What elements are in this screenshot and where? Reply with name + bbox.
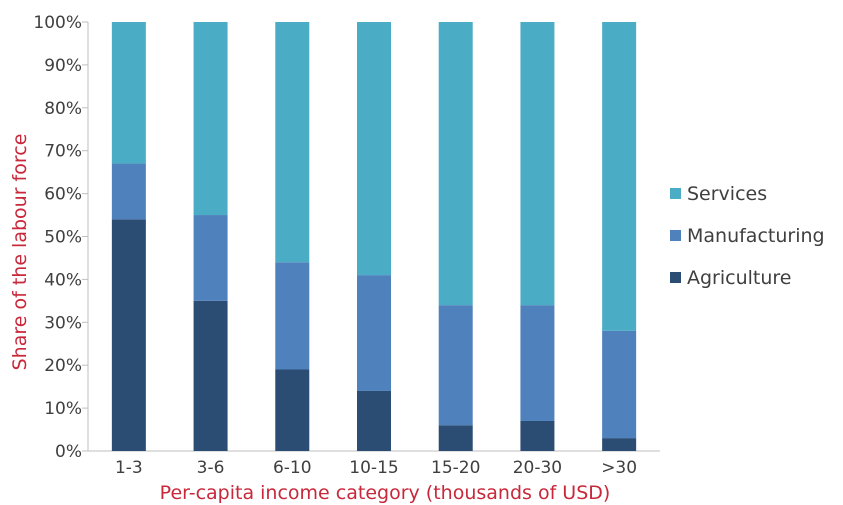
bar-agriculture-4 [357, 390, 391, 451]
bar-manufacturing-5 [438, 305, 473, 426]
y-axis-title: Share of the labour force [9, 134, 31, 371]
bar-agriculture-7 [602, 438, 637, 451]
legend-label-services: Services [687, 183, 767, 205]
y-tick-label: 80% [44, 99, 82, 119]
y-tick-label: 70% [44, 142, 82, 162]
bar-services-7 [602, 22, 637, 331]
bar-manufacturing-6 [520, 305, 555, 421]
legend-label-manufacturing: Manufacturing [687, 225, 825, 247]
bar-services-6 [520, 22, 555, 306]
legend-label-agriculture: Agriculture [687, 267, 792, 289]
x-axis-ticks: 1-3 3-6 6-10 10-15 15-20 20-30 >30 [115, 458, 637, 478]
bar-manufacturing-2 [193, 215, 228, 301]
x-tick-label: 3-6 [197, 458, 225, 478]
legend-swatch-manufacturing [670, 230, 681, 241]
x-tick-label: 1-3 [115, 458, 143, 478]
bar-services-5 [438, 22, 473, 306]
x-tick-label: 10-15 [349, 458, 398, 478]
y-tick-label: 20% [44, 356, 82, 376]
legend: Services Manufacturing Agriculture [670, 183, 825, 289]
y-tick-label: 30% [44, 313, 82, 333]
y-tick-label: 100% [33, 13, 82, 33]
y-tick-label: 0% [55, 442, 82, 462]
y-tick-label: 10% [44, 399, 82, 419]
bar-agriculture-3 [275, 369, 310, 451]
y-tick-label: 50% [44, 228, 82, 248]
bar-services-2 [193, 22, 228, 216]
y-tick-label: 40% [44, 270, 82, 290]
y-tick-label: 60% [44, 185, 82, 205]
x-tick-label: 15-20 [431, 458, 480, 478]
bar-agriculture-5 [438, 425, 473, 451]
bar-services-4 [357, 22, 391, 276]
bar-agriculture-6 [520, 420, 555, 451]
bar-manufacturing-4 [357, 275, 391, 391]
x-tick-label: 20-30 [513, 458, 562, 478]
x-axis-title: Per-capita income category (thousands of… [160, 482, 611, 504]
bar-manufacturing-7 [602, 330, 637, 439]
bar-agriculture-1 [111, 219, 146, 451]
x-tick-label: >30 [601, 458, 637, 478]
legend-swatch-services [670, 188, 681, 199]
y-axis-ticks: 0% 10% 20% 30% 40% 50% 60% 70% 80% 90% 100% [33, 13, 88, 462]
bar-agriculture-2 [193, 300, 228, 451]
plot-area [87, 22, 660, 452]
bar-manufacturing-3 [275, 262, 310, 370]
bar-manufacturing-1 [111, 163, 146, 220]
legend-swatch-agriculture [670, 272, 681, 283]
bar-services-3 [275, 22, 310, 263]
y-tick-label: 90% [44, 56, 82, 76]
bar-services-1 [111, 22, 146, 164]
x-tick-label: 6-10 [273, 458, 312, 478]
